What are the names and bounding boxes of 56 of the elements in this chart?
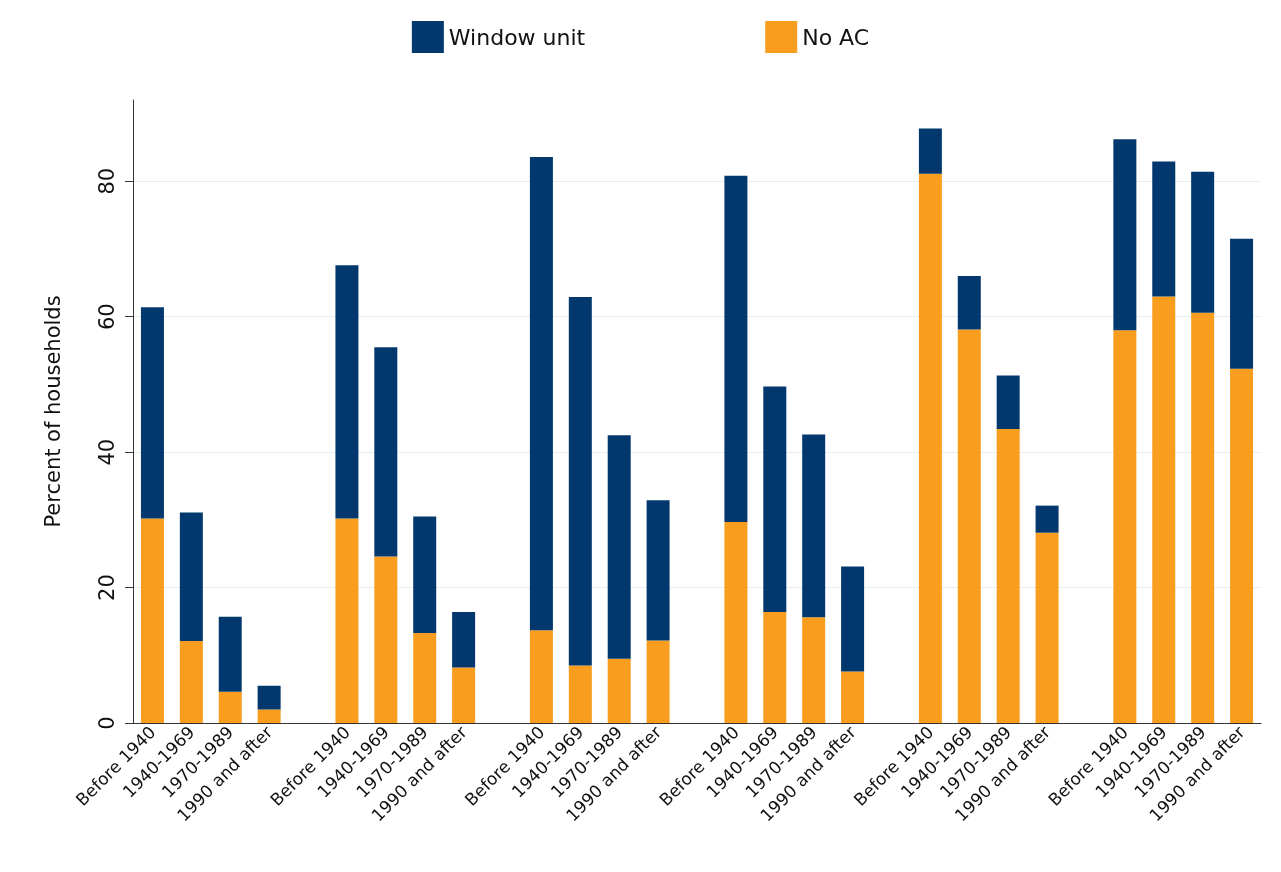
bar <box>957 329 981 723</box>
bar <box>724 521 748 723</box>
bar <box>1035 505 1059 533</box>
bar <box>529 630 553 723</box>
bar <box>1152 296 1176 723</box>
y-tick-label: 80 <box>94 167 119 195</box>
bar <box>918 173 942 723</box>
bar <box>1191 171 1215 313</box>
bar <box>841 671 865 723</box>
y-tick-label: 20 <box>94 574 119 601</box>
bar <box>1035 532 1059 723</box>
legend-label: Window unit <box>448 24 586 50</box>
bar <box>413 632 437 723</box>
bar <box>140 518 164 723</box>
bar <box>957 276 981 330</box>
bar <box>996 375 1020 430</box>
bar <box>179 512 203 642</box>
bar <box>568 297 592 666</box>
bar <box>763 611 787 723</box>
bar <box>918 128 942 174</box>
bar <box>607 658 631 723</box>
bar <box>529 156 553 631</box>
bar <box>996 429 1020 723</box>
bar <box>452 611 476 668</box>
bar <box>646 640 670 723</box>
y-axis-title: Percent of households <box>40 295 65 528</box>
bar <box>335 265 359 519</box>
bar <box>802 434 826 618</box>
y-tick-label: 60 <box>94 303 119 331</box>
bar <box>1230 238 1254 369</box>
y-tick-label: 0 <box>94 716 119 730</box>
bar <box>413 516 437 633</box>
bar <box>218 616 242 692</box>
bar <box>568 665 592 723</box>
bar <box>724 175 748 522</box>
bar <box>646 500 670 641</box>
bar <box>179 641 203 723</box>
bar <box>218 691 242 723</box>
bar <box>1152 161 1176 297</box>
bar <box>374 556 398 723</box>
bar <box>374 347 398 557</box>
bar <box>1113 139 1137 331</box>
bar <box>257 709 281 723</box>
bar <box>841 566 865 672</box>
bar <box>452 667 476 723</box>
bar <box>140 307 164 519</box>
bar <box>802 617 826 723</box>
legend-label: No AC <box>802 24 870 50</box>
bar <box>257 685 281 710</box>
bar <box>1191 312 1215 723</box>
bar <box>335 518 359 723</box>
bar <box>1230 368 1254 723</box>
y-tick-label: 40 <box>94 438 119 466</box>
bar <box>1113 330 1137 723</box>
bar <box>607 435 631 659</box>
bar <box>763 386 787 612</box>
